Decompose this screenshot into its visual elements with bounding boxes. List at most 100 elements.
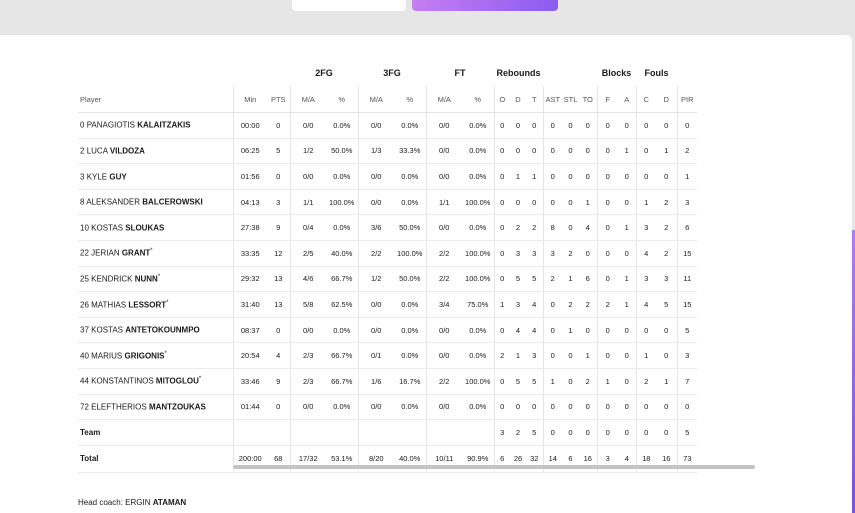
player-name-cell[interactable]: 22 JERIAN GRANT* [78, 240, 233, 267]
stat-fc: 3 [635, 214, 656, 241]
horizontal-scrollbar[interactable] [233, 465, 755, 469]
player-name-cell[interactable]: 0 PANAGIOTIS KALAITZAKIS [78, 112, 233, 139]
col-ast[interactable]: AST [542, 86, 562, 113]
stat-ft: 2/2 [425, 266, 462, 293]
team-stat-ftp [462, 419, 494, 446]
table-row[interactable]: 10 KOSTAS SLOUKAS 27:38 9 0/4 0.0% 3/6 50.0% 0/… [78, 214, 697, 241]
stat-t: 5 [526, 266, 543, 293]
stat-fg3: 1/3 [357, 138, 394, 165]
stat-fg3p: 0.0% [394, 394, 426, 421]
stat-d: 2 [510, 214, 526, 241]
team-stat-fg3 [357, 419, 394, 446]
col-foul-c[interactable]: C [635, 86, 656, 113]
stat-fg3: 0/0 [357, 394, 394, 421]
team-stat-bf: 0 [596, 419, 618, 446]
stat-bf: 0 [596, 214, 618, 241]
col-ft-ma[interactable]: M/A [425, 86, 462, 113]
stat-bf: 0 [596, 163, 618, 190]
stat-pir: 5 [676, 317, 697, 344]
player-name-cell[interactable]: 44 KONSTANTINOS MITOGLOU* [78, 368, 233, 395]
stat-fg2p: 62.5% [326, 291, 358, 318]
player-name-cell[interactable]: 25 KENDRICK NUNN* [78, 266, 233, 293]
player-first-name: JERIAN [91, 249, 120, 259]
table-row[interactable]: 0 PANAGIOTIS KALAITZAKIS 00:00 0 0/0 0.0% 0/0… [78, 112, 697, 139]
table-row[interactable]: 40 MARIUS GRIGONIS* 20:54 4 2/3 66.7% 0/1 0.0%… [78, 342, 697, 369]
stat-pts: 12 [267, 240, 290, 267]
stat-ftp: 0.0% [462, 214, 494, 241]
stat-to: 4 [579, 214, 597, 241]
table-row[interactable]: 37 KOSTAS ANTETOKOUNMPO 08:37 0 0/0 0.0% 0/0 0… [78, 317, 697, 344]
player-name-cell[interactable]: 26 MATHIAS LESSORT* [78, 291, 233, 318]
table-row[interactable]: 44 KONSTANTINOS MITOGLOU* 33:46 9 2/3 66.7% 1… [78, 368, 697, 395]
player-name-cell[interactable]: 2 LUCA VILDOZA [78, 138, 233, 165]
stat-fg2: 5/8 [289, 291, 326, 318]
stat-pir: 11 [676, 266, 697, 293]
col-pir[interactable]: PIR [676, 86, 697, 113]
stat-t: 2 [526, 214, 543, 241]
stat-t: 0 [526, 112, 543, 139]
col-stl[interactable]: STL [562, 86, 579, 113]
starter-mark: * [198, 376, 202, 383]
top-tab-button-left[interactable] [292, 0, 406, 11]
col-blk-f[interactable]: F [596, 86, 618, 113]
stat-fg3: 2/2 [357, 240, 394, 267]
player-name-cell[interactable]: 8 ALEKSANDER BALCEROWSKI [78, 189, 233, 216]
player-name-cell[interactable]: 72 ELEFTHERIOS MANTZOUKAS [78, 394, 233, 421]
table-row[interactable]: 22 JERIAN GRANT* 33:35 12 2/5 40.0% 2/2 100.0%… [78, 240, 697, 267]
player-name-cell[interactable]: 37 KOSTAS ANTETOKOUNMPO [78, 317, 233, 344]
table-row[interactable]: 25 KENDRICK NUNN* 29:32 13 4/6 66.7% 1/2 50.0%… [78, 266, 697, 293]
stat-o: 0 [493, 317, 510, 344]
stat-fd: 0 [656, 112, 677, 139]
table-row[interactable]: 8 ALEKSANDER BALCEROWSKI 04:13 3 1/1 100.0% 0… [78, 189, 697, 216]
col-min[interactable]: Min [232, 86, 267, 113]
stat-ftp: 0.0% [462, 394, 494, 421]
stat-fg3: 1/2 [357, 266, 394, 293]
col-2fg-ma[interactable]: M/A [289, 86, 326, 113]
top-tab-button-active[interactable] [412, 0, 558, 11]
stat-ftp: 100.0% [462, 189, 494, 216]
stat-fd: 0 [656, 394, 677, 421]
stat-t: 1 [526, 163, 543, 190]
stat-fg2: 0/0 [289, 394, 326, 421]
table-row[interactable]: 26 MATHIAS LESSORT* 31:40 13 5/8 62.5% 0/0 0.0… [78, 291, 697, 318]
col-blk-a[interactable]: A [618, 86, 636, 113]
col-3fg-ma[interactable]: M/A [357, 86, 394, 113]
col-reb-t[interactable]: T [526, 86, 543, 113]
stat-fc: 1 [635, 189, 656, 216]
stat-fd: 2 [656, 189, 677, 216]
player-first-name: KOSTAS [91, 223, 123, 233]
col-reb-o[interactable]: O [493, 86, 510, 113]
player-first-name: PANAGIOTIS [86, 121, 135, 131]
player-name-cell[interactable]: 40 MARIUS GRIGONIS* [78, 342, 233, 369]
stat-fg2: 1/2 [289, 138, 326, 165]
col-reb-d[interactable]: D [510, 86, 526, 113]
player-name-cell[interactable]: 10 KOSTAS SLOUKAS [78, 214, 233, 241]
col-2fg-pct[interactable]: % [326, 86, 358, 113]
stat-min: 01:56 [232, 163, 267, 190]
stat-stl: 1 [562, 266, 579, 293]
table-row[interactable]: 3 KYLE GUY 01:56 0 0/0 0.0% 0/0 0.0% 0/0 0.0% 0 1 1… [78, 163, 697, 190]
col-3fg-pct[interactable]: % [394, 86, 426, 113]
group-3fg: 3FG [383, 68, 401, 78]
col-ft-pct[interactable]: % [462, 86, 494, 113]
col-pts[interactable]: PTS [267, 86, 290, 113]
stat-fg3: 1/6 [357, 368, 394, 395]
col-player[interactable]: Player [78, 86, 233, 113]
player-first-name: MATHIAS [91, 300, 127, 310]
col-to[interactable]: TO [579, 86, 597, 113]
stat-min: 31:40 [232, 291, 267, 318]
stat-pir: 7 [676, 368, 697, 395]
col-foul-d[interactable]: D [656, 86, 677, 113]
stat-pts: 0 [267, 317, 290, 344]
team-stat-min [232, 419, 267, 446]
table-row[interactable]: 72 ELEFTHERIOS MANTZOUKAS 01:44 0 0/0 0.0% 0/… [78, 394, 697, 421]
group-ft: FT [454, 68, 466, 78]
stat-ft: 2/2 [425, 240, 462, 267]
stat-ba: 1 [618, 266, 636, 293]
stat-fg2: 2/3 [289, 368, 326, 395]
table-row[interactable]: 2 LUCA VILDOZA 06:25 5 1/2 50.0% 1/3 33.3% 0/0 0… [78, 138, 697, 165]
team-row: Team 3 2 5 0 0 0 0 0 0 0 5 [78, 419, 697, 446]
player-name-cell[interactable]: 3 KYLE GUY [78, 163, 233, 190]
stat-to: 0 [579, 163, 597, 190]
stat-fg3p: 16.7% [394, 368, 426, 395]
